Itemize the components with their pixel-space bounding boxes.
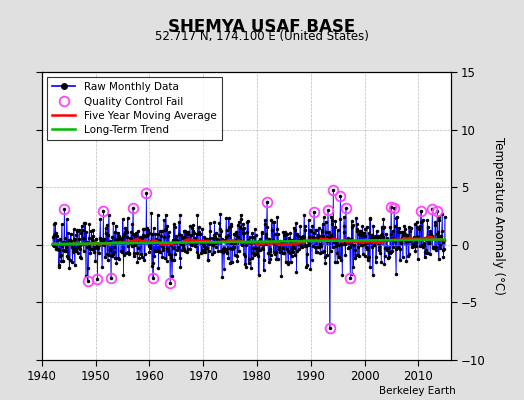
Text: SHEMYA USAF BASE: SHEMYA USAF BASE xyxy=(168,18,356,36)
Text: Berkeley Earth: Berkeley Earth xyxy=(379,386,456,396)
Y-axis label: Temperature Anomaly (°C): Temperature Anomaly (°C) xyxy=(492,137,505,295)
Text: 52.717 N, 174.100 E (United States): 52.717 N, 174.100 E (United States) xyxy=(155,30,369,43)
Legend: Raw Monthly Data, Quality Control Fail, Five Year Moving Average, Long-Term Tren: Raw Monthly Data, Quality Control Fail, … xyxy=(47,77,222,140)
